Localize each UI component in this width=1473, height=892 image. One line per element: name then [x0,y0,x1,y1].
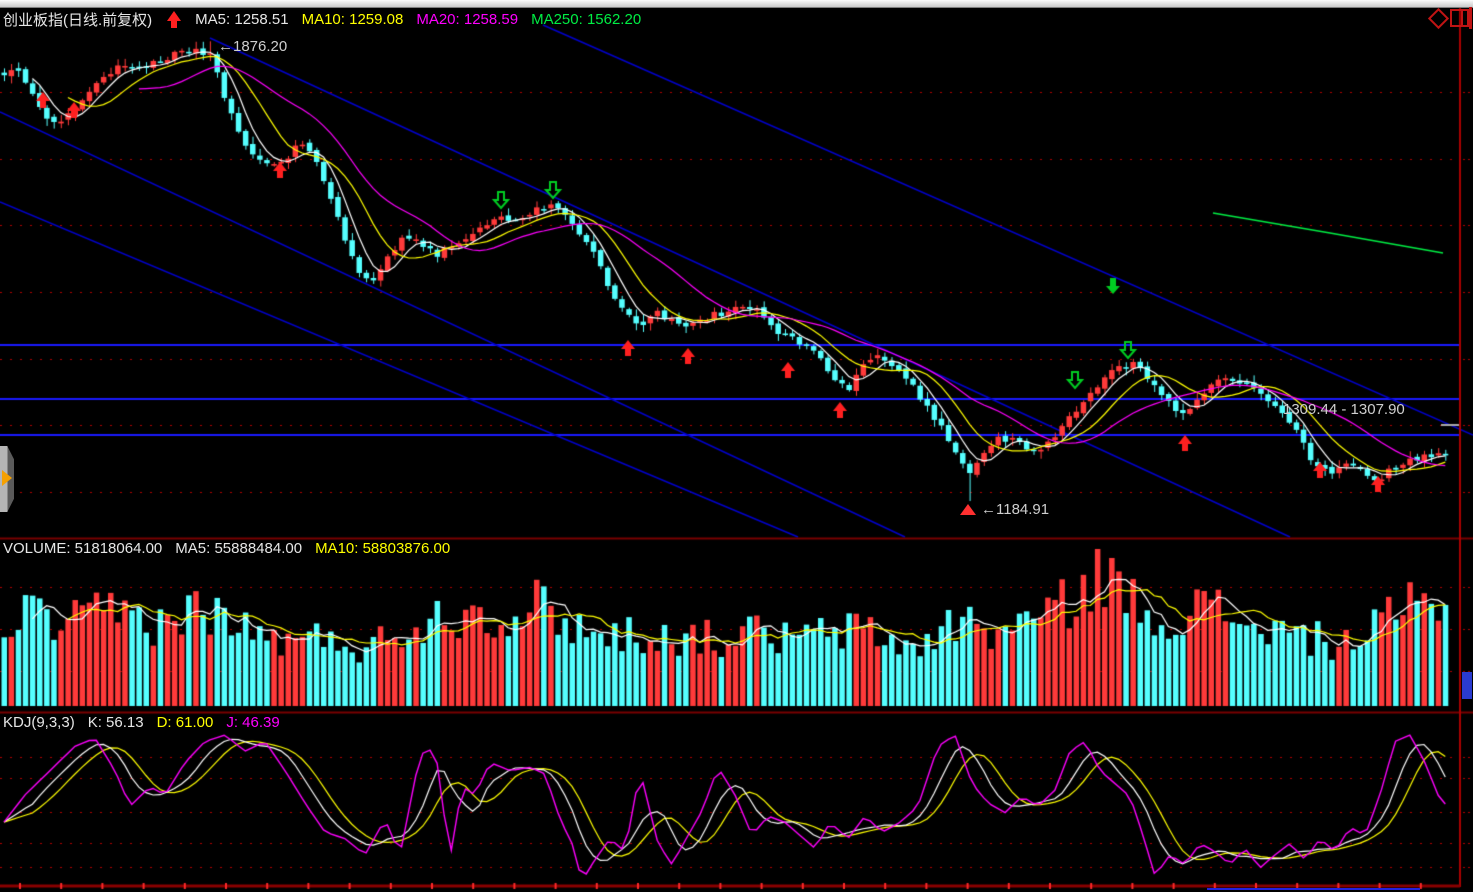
volume-ma10-value: MA10: 58803876.00 [315,540,451,557]
volume-value: VOLUME: 51818064.00 [3,540,163,557]
bottom-blue-line [1207,888,1420,890]
main-chart-header: 创业板指(日线.前复权) MA5: 1258.51 MA10: 1259.08 … [3,9,654,30]
sidebar-expand-handle[interactable] [0,446,14,512]
ma20-value: MA20: 1258.59 [416,11,519,28]
ma10-value: MA10: 1259.08 [301,11,404,28]
window-top-strip [0,0,1473,8]
up-arrow-icon [167,11,182,28]
kdj-header: KDJ(9,3,3) K: 56.13 D: 61.00 J: 46.39 [3,714,293,731]
kdj-pane[interactable] [0,713,1460,885]
kdj-j-value: J: 46.39 [226,714,280,731]
main-chart-pane[interactable] [0,8,1460,537]
right-margin-badge [1462,672,1472,699]
low-price-label: ←1184.91 [981,501,1050,518]
kdj-d-value: D: 61.00 [156,714,214,731]
expand-arrow-icon [2,470,12,486]
right-border-bar [1469,7,1472,29]
volume-pane[interactable] [0,539,1460,711]
low-marker-icon [960,504,976,515]
window-layout-icon[interactable] [1450,9,1469,27]
gap-price-label: 1309.44 - 1307.90 [1283,401,1405,418]
volume-header: VOLUME: 51818064.00 MA5: 55888484.00 MA1… [3,540,463,557]
kdj-k-value: K: 56.13 [87,714,144,731]
high-price-label: ←1876.20 [218,38,288,55]
ma5-value: MA5: 1258.51 [195,11,289,28]
symbol-title: 创业板指(日线.前复权) [3,12,153,29]
kdj-name: KDJ(9,3,3) [3,714,75,731]
ma250-value: MA250: 1562.20 [531,11,642,28]
volume-ma5-value: MA5: 55888484.00 [175,540,303,557]
